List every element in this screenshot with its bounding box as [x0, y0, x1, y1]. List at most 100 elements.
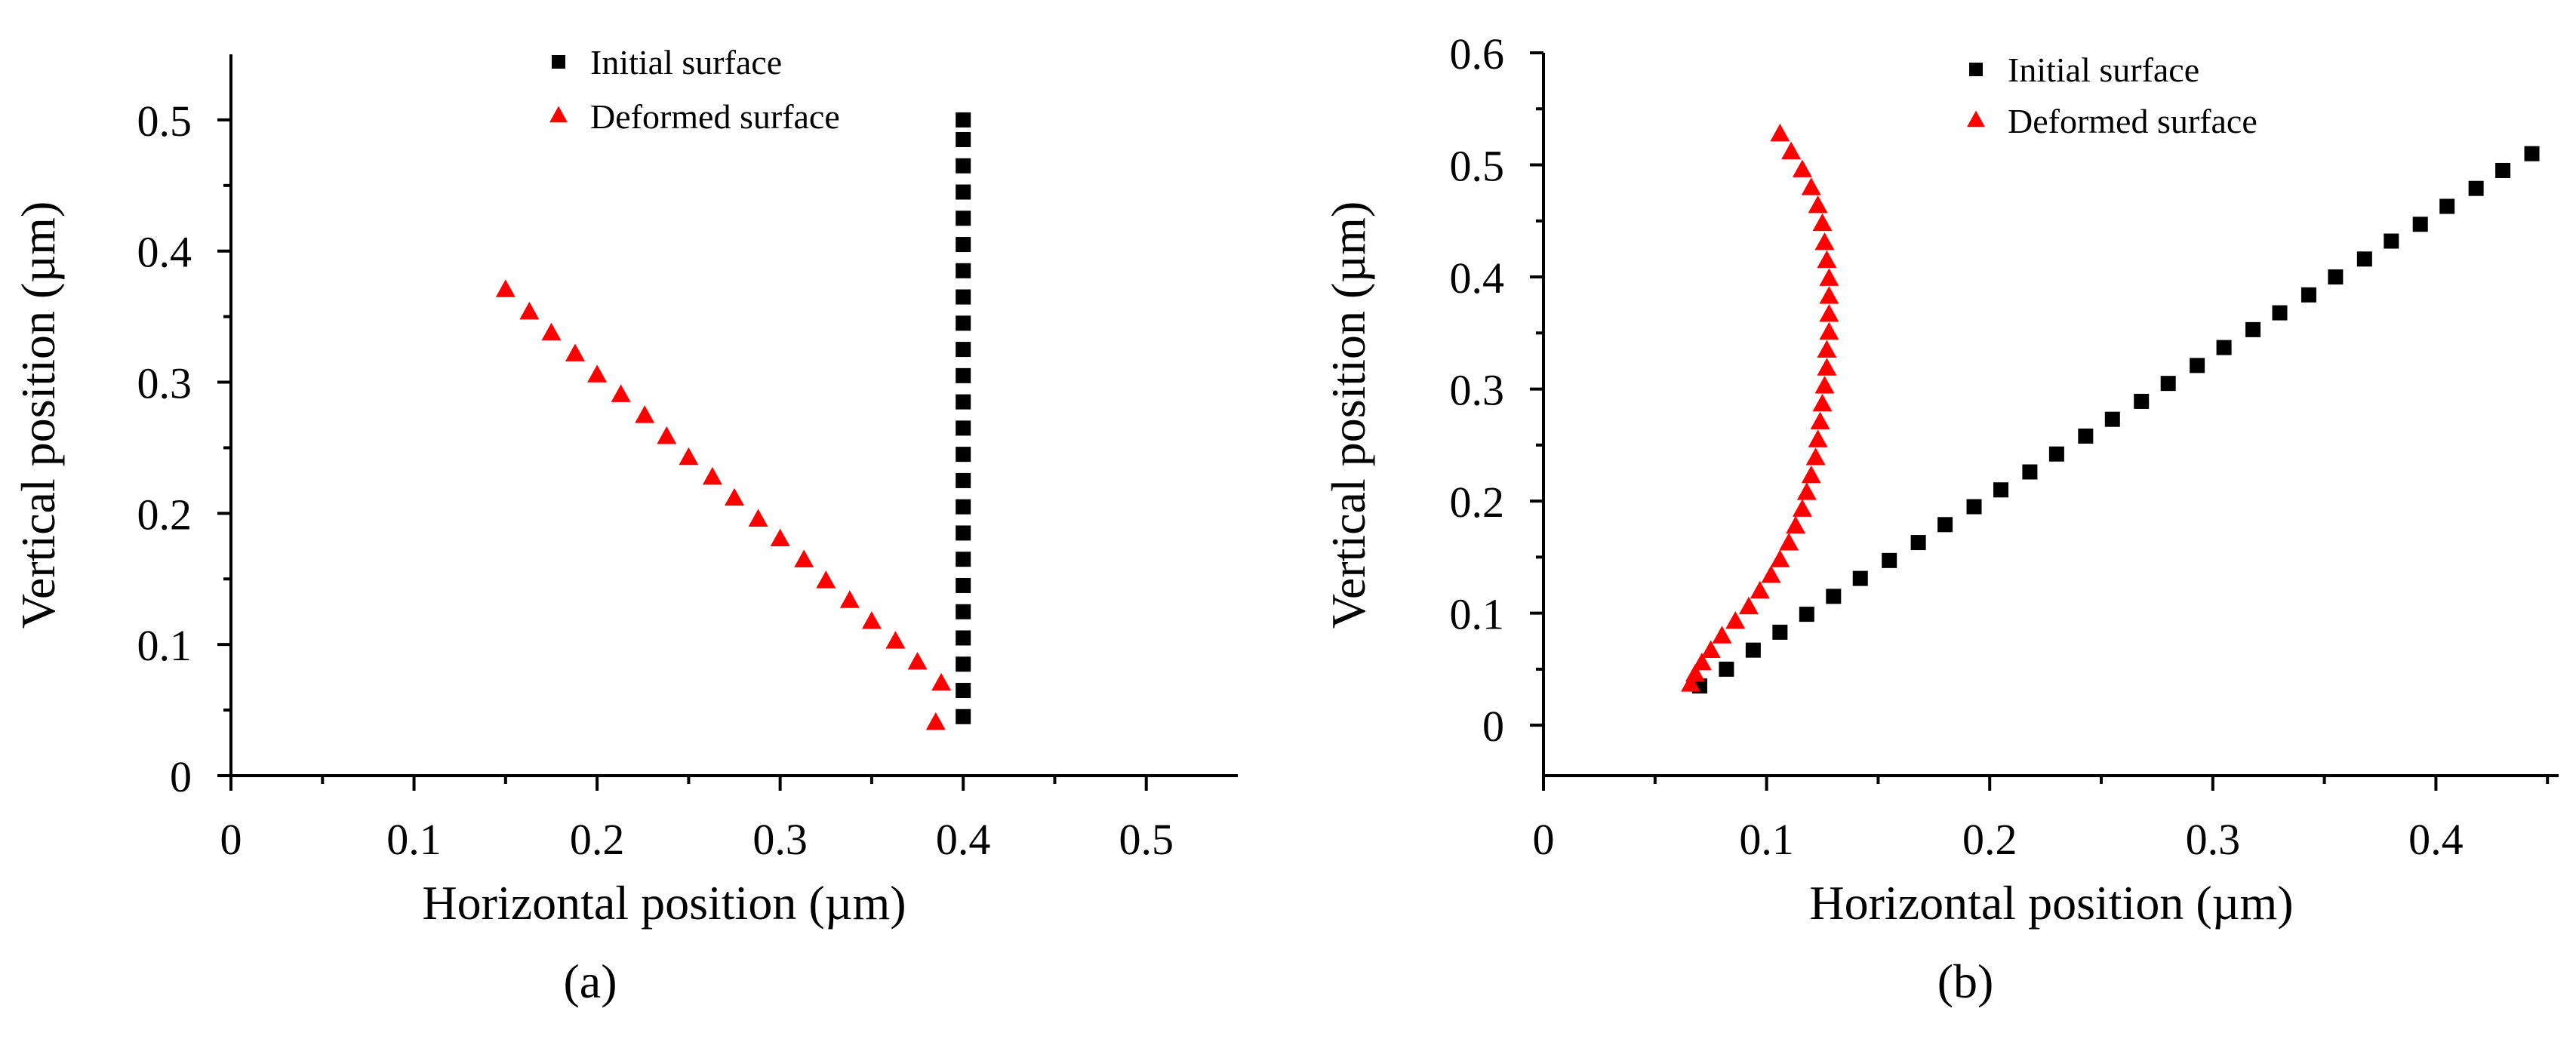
panel-a-initial-surface-point	[956, 112, 971, 128]
panel-a-y-tick-label: 0	[170, 752, 192, 801]
panel-a-legend: Initial surface Deformed surface	[549, 43, 840, 136]
panel-b-deformed-surface-point	[1819, 321, 1839, 340]
panel-b-deformed-surface-point	[1819, 268, 1839, 286]
panel-b-deformed-surface-point	[1819, 304, 1839, 322]
panel-a-initial-surface-point	[956, 184, 971, 200]
panel-b-y-tick-label: 0.4	[1450, 254, 1505, 303]
panel-a-x-tick-label: 0	[220, 815, 242, 864]
panel-a-initial-surface-point	[956, 315, 971, 331]
panel-b-deformed-surface-point	[1712, 626, 1732, 644]
panel-a-deformed-surface-point	[748, 509, 768, 527]
panel-b-y-tick-label: 0	[1482, 702, 1504, 751]
panel-a-legend-deformed-swatch	[549, 106, 568, 123]
panel-a-initial-surface-point	[956, 211, 971, 226]
panel-b-initial-surface-point	[2190, 358, 2205, 373]
panel-b-initial-surface-point	[2524, 146, 2540, 161]
panel-b-initial-surface-point	[1772, 624, 1788, 640]
panel-a-deformed-surface-point	[794, 549, 814, 567]
panel-a-x-tick-label: 0.5	[1119, 815, 1174, 864]
panel-b-initial-surface-point	[2022, 464, 2038, 480]
panel-b-deformed-surface-point	[1691, 652, 1712, 671]
panel-a-initial-surface-point	[956, 552, 971, 567]
panel-a-deformed-surface-point	[770, 528, 790, 547]
panel-a-initial-surface-point	[956, 394, 971, 410]
panel-b-deformed-surface-point	[1770, 549, 1790, 567]
panel-b-deformed-surface-point	[1738, 596, 1759, 615]
panel-a-y-axis-title: Vertical position (µm)	[11, 201, 65, 629]
panel-b-deformed-surface-point	[1779, 533, 1799, 551]
panel-b-x-tick-label: 0.1	[1739, 815, 1794, 864]
panel-a-deformed-surface-point	[885, 631, 906, 649]
panel-a-marks	[495, 112, 971, 730]
panel-b-initial-surface-point	[1966, 499, 1982, 515]
panel-b-y-tick-label: 0.5	[1450, 142, 1505, 191]
panel-b-deformed-surface-point	[1770, 123, 1790, 142]
panel-b-initial-surface-point	[2134, 393, 2150, 409]
panel-a-deformed-surface-point	[587, 364, 608, 383]
panel-a-y-tick-label: 0.1	[137, 621, 192, 670]
panel-a-x-tick-label: 0.3	[752, 815, 808, 864]
panel-b-initial-surface-point	[2048, 446, 2064, 462]
panel-b-initial-surface-point	[2495, 162, 2511, 178]
panel-a-x-tick-label: 0.1	[386, 815, 442, 864]
panel-b-deformed-surface-point	[1819, 286, 1839, 304]
panel-b-initial-surface-point	[2468, 180, 2484, 196]
panel-b-deformed-surface-point	[1792, 499, 1812, 517]
panel-a-deformed-surface-point	[725, 487, 744, 506]
panel-b-initial-surface-point	[1799, 607, 1814, 622]
panel-b-deformed-surface-point	[1792, 159, 1812, 177]
panel-b-deformed-surface-point	[1808, 429, 1828, 447]
panel-b-deformed-surface-point	[1700, 640, 1721, 659]
panel-b-deformed-surface-point	[1801, 465, 1821, 484]
panel-a-legend-deformed-label: Deformed surface	[590, 97, 840, 136]
panel-a-x-tick-label: 0.2	[570, 815, 625, 864]
panel-a-deformed-surface-point	[679, 447, 699, 466]
panel-b-y-tick-label: 0.1	[1450, 590, 1505, 639]
panel-a-initial-surface-point	[956, 420, 971, 436]
panel-a-legend-initial-label: Initial surface	[590, 43, 782, 81]
panel-a-deformed-surface-point	[519, 301, 540, 320]
panel-b-y-tick-label: 0.3	[1450, 366, 1505, 415]
panel-a-initial-surface-point	[956, 367, 971, 383]
panel-b-initial-surface-point	[1852, 570, 1868, 586]
panel-b-deformed-surface-point	[1725, 611, 1746, 629]
panel-a-initial-surface-point	[956, 656, 971, 672]
panel-b-deformed-surface-point	[1801, 177, 1821, 195]
panel-a-deformed-surface-point	[541, 322, 562, 341]
panel-b-initial-surface-point	[2439, 198, 2455, 214]
panel-a-axes	[229, 54, 1238, 777]
panel-b-initial-surface-point	[1910, 535, 1926, 551]
panel-b-initial-surface-point	[1993, 482, 2008, 498]
panel-b-x-tick-label: 0.2	[1962, 815, 2017, 864]
panel-a-initial-surface-point	[956, 289, 971, 305]
panel-a-initial-surface-point	[956, 447, 971, 463]
panel-a-deformed-surface-point	[925, 712, 946, 730]
panel-a-initial-surface-point	[956, 499, 971, 515]
panel-a-initial-surface-point	[956, 158, 971, 174]
panel-b-legend: Initial surface Deformed surface	[1967, 51, 2257, 140]
panel-a-initial-surface-point	[956, 472, 971, 488]
panel-b-initial-surface-point	[2104, 411, 2120, 427]
panel-a-y-tick-label: 0.4	[137, 228, 192, 277]
panel-b-initial-surface-point	[2245, 321, 2261, 337]
panel-b-deformed-surface-point	[1814, 376, 1835, 394]
panel-a-ticks: 0 0.1 0.2 0.3 0.4 0.5 0 0.1 0.2 0.3 0.4 0.5	[137, 97, 1174, 864]
panel-a-deformed-surface-point	[931, 672, 952, 691]
panel-b-initial-surface-point	[2412, 217, 2428, 232]
panel-b-deformed-surface-point	[1814, 232, 1835, 251]
panel-a-deformed-surface-point	[565, 343, 585, 361]
panel-b-y-tick-label: 0.6	[1450, 29, 1505, 78]
panel-b-x-tick-label: 0.4	[2408, 815, 2464, 864]
panel-a-caption: (a)	[563, 954, 617, 1008]
panel-b-marks	[1681, 123, 2540, 694]
panel-a-deformed-surface-point	[839, 590, 860, 608]
panel-a-deformed-surface-point	[907, 652, 928, 670]
panel-b-initial-surface-point	[2272, 305, 2288, 321]
panel-a-initial-surface-point	[956, 708, 971, 724]
panel-a-initial-surface-point	[956, 683, 971, 699]
panel-a-initial-surface-point	[956, 342, 971, 358]
panel-b-deformed-surface-point	[1805, 447, 1826, 466]
panel-a-initial-surface-point	[956, 577, 971, 593]
panel-b-deformed-surface-point	[1817, 250, 1837, 269]
